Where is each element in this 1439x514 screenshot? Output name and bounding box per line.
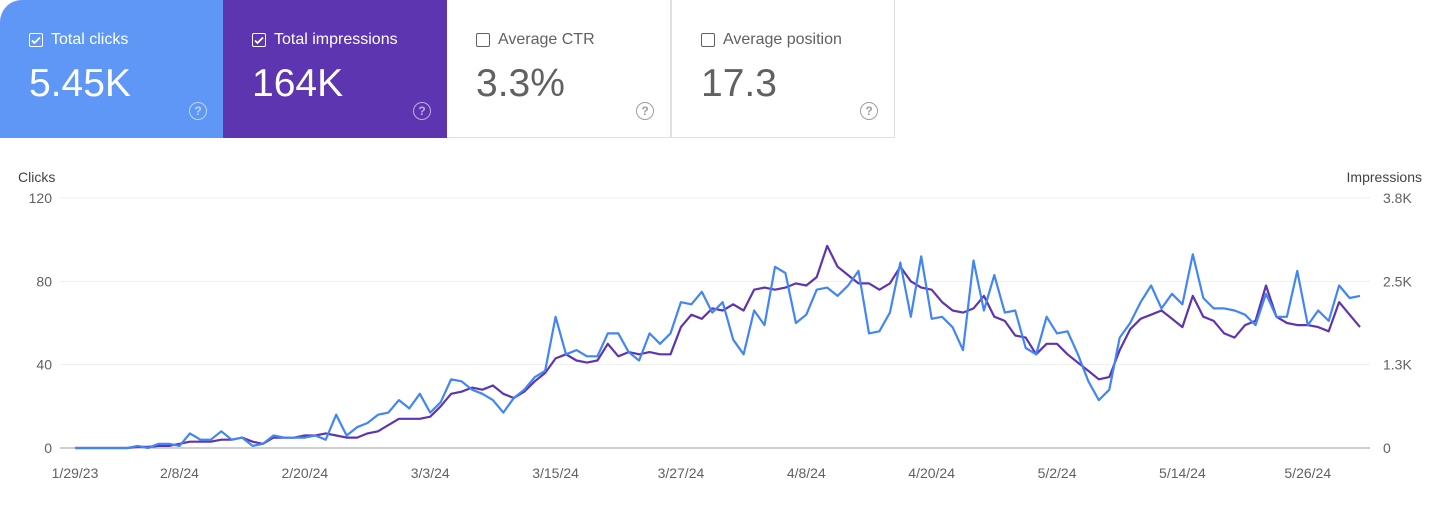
x-tick-label: 2/8/24 xyxy=(160,465,199,481)
y-left-tick-label: 40 xyxy=(36,357,52,373)
y-left-tick-label: 120 xyxy=(29,190,53,206)
checkbox-checked-icon[interactable] xyxy=(252,33,266,47)
series-line-total-clicks xyxy=(75,253,1361,450)
metric-tile-total-impressions[interactable]: Total impressions 164K ? xyxy=(223,0,447,138)
question-circle-icon[interactable]: ? xyxy=(189,102,207,120)
metric-value: 17.3 xyxy=(701,62,777,105)
metric-value: 3.3% xyxy=(476,62,565,105)
metric-label: Average CTR xyxy=(498,31,595,48)
x-tick-label: 3/27/24 xyxy=(658,465,705,481)
metric-label: Average position xyxy=(723,31,842,48)
checkbox-unchecked-icon[interactable] xyxy=(476,33,490,47)
x-tick-label: 3/15/24 xyxy=(532,465,579,481)
right-axis-title: Impressions xyxy=(1346,169,1422,185)
series-line-total-impressions xyxy=(75,244,1361,450)
question-circle-icon[interactable]: ? xyxy=(636,102,654,120)
x-tick-label: 3/3/24 xyxy=(411,465,450,481)
performance-chart: 0 0 40 1.3K 80 2.5K 120 3.8K 1/29/23 2/8/24 2/20/2… xyxy=(29,190,1413,481)
metric-value: 5.45K xyxy=(29,62,131,105)
metric-tiles: Total clicks 5.45K ? Total impressions 1… xyxy=(0,0,895,138)
metric-tile-average-position[interactable]: Average position 17.3 ? xyxy=(671,0,895,138)
x-tick-label: 5/26/24 xyxy=(1284,465,1331,481)
checkbox-unchecked-icon[interactable] xyxy=(701,33,715,47)
question-circle-icon[interactable]: ? xyxy=(413,102,431,120)
metric-value: 164K xyxy=(252,62,344,105)
left-axis-title: Clicks xyxy=(18,169,56,185)
y-right-tick-label: 3.8K xyxy=(1383,190,1412,206)
y-left-tick-label: 0 xyxy=(44,440,52,456)
checkbox-checked-icon[interactable] xyxy=(29,33,43,47)
x-tick-label: 2/20/24 xyxy=(281,465,328,481)
y-left-tick-label: 80 xyxy=(36,273,52,289)
metric-label: Total impressions xyxy=(274,31,398,48)
y-right-tick-label: 0 xyxy=(1383,440,1391,456)
x-tick-label: 1/29/23 xyxy=(52,465,99,481)
x-tick-label: 5/2/24 xyxy=(1038,465,1077,481)
question-circle-icon[interactable]: ? xyxy=(860,102,878,120)
x-tick-label: 4/8/24 xyxy=(787,465,826,481)
x-tick-label: 4/20/24 xyxy=(908,465,955,481)
y-right-tick-label: 2.5K xyxy=(1383,273,1412,289)
metric-tile-average-ctr[interactable]: Average CTR 3.3% ? xyxy=(447,0,671,138)
y-right-tick-label: 1.3K xyxy=(1383,357,1412,373)
x-tick-label: 5/14/24 xyxy=(1159,465,1206,481)
metric-label: Total clicks xyxy=(51,31,129,48)
metric-tile-total-clicks[interactable]: Total clicks 5.45K ? xyxy=(0,0,223,138)
